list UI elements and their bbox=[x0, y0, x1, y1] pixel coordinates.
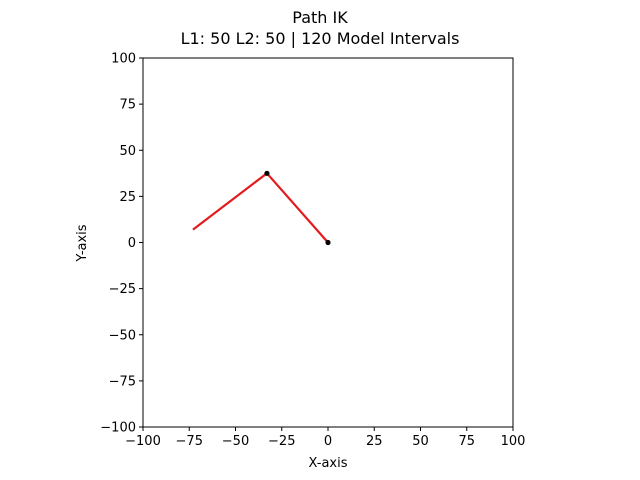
x-tick-label: −25 bbox=[268, 434, 295, 449]
chart-subtitle: L1: 50 L2: 50 | 120 Model Intervals bbox=[181, 29, 460, 48]
x-tick-label: −75 bbox=[176, 434, 203, 449]
plot-area: −100 −75 −50 −25 0 25 50 75 100 −100 −75 −50 −25 0 25… bbox=[100, 52, 525, 450]
arm-link-2 bbox=[192, 172, 268, 231]
x-tick-label: 0 bbox=[324, 434, 332, 449]
arm-joint-1 bbox=[325, 239, 331, 246]
y-tick-label: 25 bbox=[119, 190, 136, 205]
y-tick-label: 0 bbox=[128, 236, 136, 251]
x-tick-label: −50 bbox=[222, 434, 249, 449]
x-axis-ticks: −100 −75 −50 −25 0 25 50 75 100 bbox=[125, 427, 525, 449]
y-axis-label: Y-axis bbox=[75, 224, 90, 262]
arm-link-1 bbox=[266, 172, 329, 244]
x-tick-label: −100 bbox=[125, 434, 161, 449]
x-tick-label: 75 bbox=[458, 434, 475, 449]
arm-links bbox=[192, 172, 329, 244]
y-tick-label: 50 bbox=[119, 144, 136, 159]
x-tick-label: 50 bbox=[412, 434, 429, 449]
arm-joints bbox=[264, 170, 331, 246]
y-tick-label: 100 bbox=[111, 52, 136, 67]
arm-joint-2 bbox=[264, 170, 270, 176]
y-tick-label: −50 bbox=[109, 328, 136, 343]
y-tick-label: −75 bbox=[109, 374, 136, 389]
y-axis-ticks: −100 −75 −50 −25 0 25 50 75 100 bbox=[100, 52, 143, 436]
y-tick-label: −100 bbox=[100, 421, 136, 436]
chart-title: Path IK bbox=[292, 8, 348, 27]
x-tick-label: 25 bbox=[366, 434, 383, 449]
x-tick-label: 100 bbox=[501, 434, 526, 449]
y-tick-label: 75 bbox=[119, 98, 136, 113]
y-tick-label: −25 bbox=[109, 282, 136, 297]
x-axis-label: X-axis bbox=[309, 456, 348, 471]
